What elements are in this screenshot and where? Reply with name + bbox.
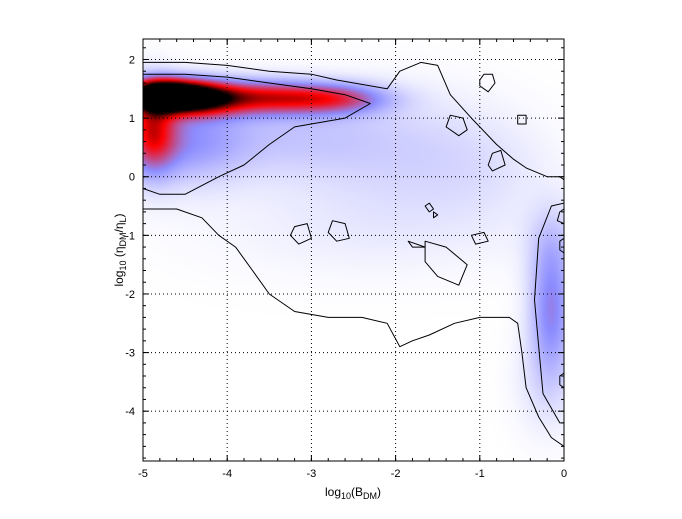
contour-island-9 bbox=[470, 231, 489, 245]
contour-outer bbox=[143, 61, 564, 447]
contour-island-4 bbox=[487, 149, 506, 172]
contour-island-3 bbox=[517, 114, 527, 125]
contour-island-5 bbox=[289, 223, 312, 245]
x-tick-label: -3 bbox=[307, 468, 317, 480]
contour-island-2 bbox=[445, 114, 468, 137]
y-tick-label: 1 bbox=[129, 113, 135, 125]
plot-frame bbox=[142, 38, 565, 462]
contour-island-1 bbox=[479, 73, 496, 93]
contour-island-12 bbox=[556, 208, 564, 225]
x-tick-label: 0 bbox=[561, 468, 567, 480]
x-axis-label: log10(BDM) bbox=[325, 485, 381, 501]
density-heatmap bbox=[143, 39, 564, 461]
y-tick-label: -2 bbox=[125, 289, 135, 301]
y-axis-label: log10 (ηDM/ηL) bbox=[112, 213, 128, 286]
contour-island-6 bbox=[327, 220, 350, 242]
contour-inner bbox=[143, 73, 371, 195]
contour-island-13 bbox=[559, 237, 564, 254]
y-tick-label: 0 bbox=[129, 172, 135, 184]
contour-island-14 bbox=[559, 372, 564, 389]
contour-island-10 bbox=[424, 202, 434, 213]
x-tick-label: -5 bbox=[138, 468, 148, 480]
x-tick-label: -2 bbox=[391, 468, 401, 480]
contour-island-8 bbox=[407, 240, 426, 248]
contour-island-7 bbox=[424, 240, 468, 286]
x-tick-label: -1 bbox=[475, 468, 485, 480]
x-tick-label: -4 bbox=[222, 468, 232, 480]
contours bbox=[143, 61, 564, 447]
y-tick-label: -1 bbox=[125, 230, 135, 242]
contour-island-11 bbox=[433, 211, 439, 219]
y-tick-label: 2 bbox=[129, 55, 135, 67]
y-tick-label: -4 bbox=[125, 406, 135, 418]
ticks: -5 -4 -3 -2 -1 0 -4 -3 -2 -1 0 1 2 bbox=[125, 39, 567, 480]
y-tick-label: -3 bbox=[125, 348, 135, 360]
